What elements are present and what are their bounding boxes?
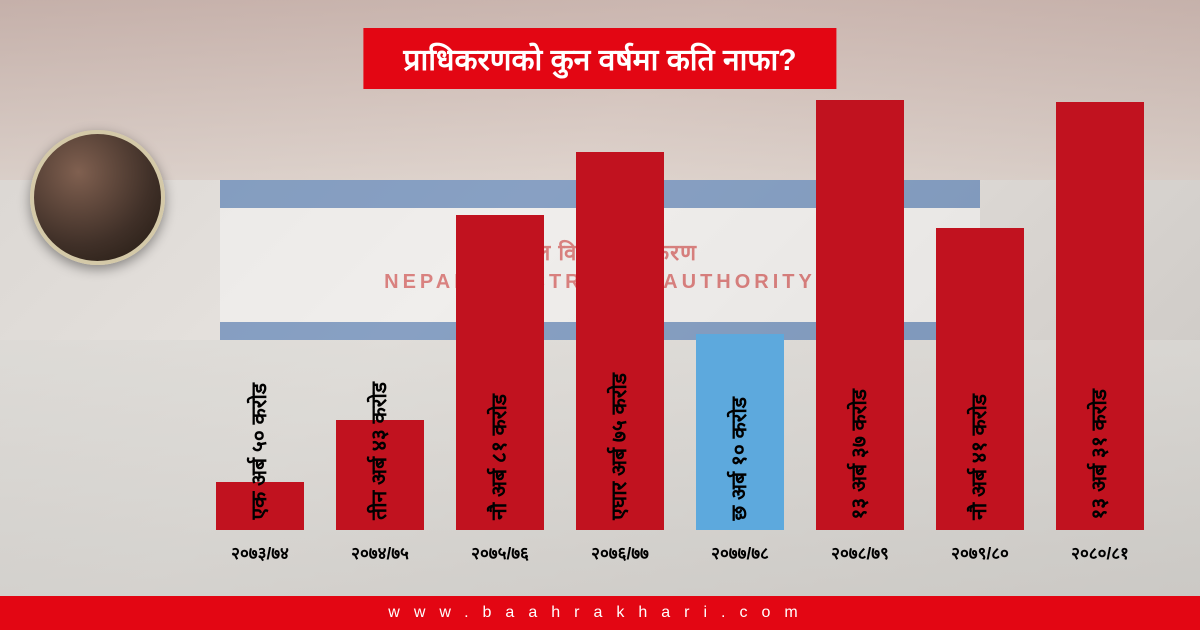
bar-slot: १३ अर्ब ३१ करोड bbox=[1040, 80, 1160, 530]
x-axis-label: २०७९/८० bbox=[920, 541, 1040, 564]
bar: १३ अर्ब ३१ करोड bbox=[1056, 102, 1145, 530]
x-axis-label: २०७५/७६ bbox=[440, 541, 560, 564]
bar-slot: तीन अर्ब ४३ करोड bbox=[320, 80, 440, 530]
bar-slot: एघार अर्ब ७५ करोड bbox=[560, 80, 680, 530]
x-axis-label: २०७७/७८ bbox=[680, 541, 800, 564]
bar-value-label: नौ अर्ब ८१ करोड bbox=[486, 394, 514, 520]
bar-value-label: एक अर्ब ५० करोड bbox=[246, 383, 274, 520]
bar: १३ अर्ब ३७ करोड bbox=[816, 100, 905, 530]
bar-value-label: १३ अर्ब ३७ करोड bbox=[846, 389, 874, 520]
avatar-photo bbox=[30, 130, 165, 265]
bar-value-label: एघार अर्ब ७५ करोड bbox=[606, 373, 634, 520]
bar-value-label: १३ अर्ब ३१ करोड bbox=[1086, 389, 1114, 520]
x-axis-label: २०७४/७५ bbox=[320, 541, 440, 564]
bar-slot: नौ अर्ब ८१ करोड bbox=[440, 80, 560, 530]
bar-slot: १३ अर्ब ३७ करोड bbox=[800, 80, 920, 530]
x-axis-label: २०७३/७४ bbox=[200, 541, 320, 564]
bar: एघार अर्ब ७५ करोड bbox=[576, 152, 665, 530]
bar-slot: एक अर्ब ५० करोड bbox=[200, 80, 320, 530]
bar-slot: छ अर्ब १० करोड bbox=[680, 80, 800, 530]
bar: नौ अर्ब ४१ करोड bbox=[936, 228, 1025, 530]
bar: एक अर्ब ५० करोड bbox=[216, 482, 305, 530]
bar-value-label: नौ अर्ब ४१ करोड bbox=[966, 394, 994, 520]
footer-text: www.baahrakhari.com bbox=[388, 604, 811, 622]
bar: नौ अर्ब ८१ करोड bbox=[456, 215, 545, 530]
bar: तीन अर्ब ४३ करोड bbox=[336, 420, 425, 530]
bar-slot: नौ अर्ब ४१ करोड bbox=[920, 80, 1040, 530]
bar: छ अर्ब १० करोड bbox=[696, 334, 785, 530]
bar-value-label: छ अर्ब १० करोड bbox=[726, 397, 754, 521]
x-axis-label: २०७८/७९ bbox=[800, 541, 920, 564]
x-axis-label: २०८०/८१ bbox=[1040, 541, 1160, 564]
footer-bar: www.baahrakhari.com bbox=[0, 596, 1200, 630]
x-axis-label: २०७६/७७ bbox=[560, 541, 680, 564]
bar-value-label: तीन अर्ब ४३ करोड bbox=[366, 382, 394, 520]
bar-chart: एक अर्ब ५० करोड तीन अर्ब ४३ करोड नौ अर्ब ८… bbox=[200, 80, 1160, 570]
